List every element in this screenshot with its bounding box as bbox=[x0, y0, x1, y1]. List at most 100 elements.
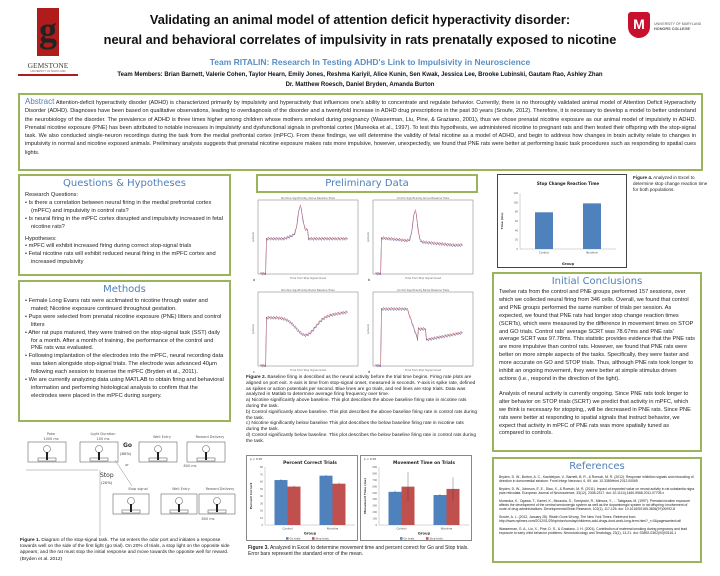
figure1-caption: Figure 1. Diagram of the stop-signal tas… bbox=[20, 538, 232, 563]
umd-honors-logo: M UNIVERSITY OF MARYLAND HONORS COLLEGE bbox=[628, 12, 718, 40]
reference-item: Muneoka, K., Ogawa, T., Kamei, K., Murao… bbox=[499, 498, 690, 512]
odor-port-icon bbox=[95, 445, 103, 453]
y-axis-title: Time (ms) bbox=[500, 212, 504, 230]
y-tick-label: 20 bbox=[515, 239, 519, 242]
label-stop: Stop bbox=[100, 472, 114, 479]
y-tick-label: 20 bbox=[260, 510, 264, 513]
poster-title-line2: neural and behavioral correlates of impu… bbox=[103, 32, 617, 47]
figure3-label: Figure 3. bbox=[248, 545, 269, 551]
figure2-text-b: b) Control significantly above baseline.… bbox=[246, 409, 478, 421]
firing-panel-a: Nicotine Significantly Above Baseline Tr… bbox=[251, 196, 359, 282]
label-stop-pct: (20%) bbox=[101, 480, 113, 485]
panel-letter: d bbox=[368, 370, 370, 373]
neural-firing-plots: Nicotine Significantly Above Baseline Tr… bbox=[251, 196, 474, 373]
plot-frame bbox=[372, 199, 474, 275]
research-question: Is there a correlation between neural fi… bbox=[25, 200, 224, 216]
stop-change-reaction-time-chart: Stop Change Reaction Time 0 20 40 60 80 100 120… bbox=[497, 174, 627, 268]
go-trials-line bbox=[260, 310, 348, 368]
chart-title: Movement Time on Trials bbox=[393, 460, 455, 466]
umd-logo-text: UNIVERSITY OF MARYLAND bbox=[654, 22, 702, 26]
panel-title: Control Significantly Above Baseline Tri… bbox=[397, 196, 450, 200]
go-trials-line bbox=[375, 212, 463, 276]
bar-control-go bbox=[388, 491, 402, 525]
legend-label: Go trials bbox=[290, 537, 302, 541]
reference-item: Bryden, D. W., Johnson, E. E., Diao, X.,… bbox=[499, 486, 695, 496]
percent-correct-chart: Percent Correct Trials p < 0.05 0 10 20 30 40 5… bbox=[246, 455, 358, 541]
task-chamber bbox=[160, 493, 198, 515]
y-tick-label: 40 bbox=[515, 229, 519, 232]
label-or: or bbox=[125, 463, 129, 467]
legend-swatch bbox=[286, 537, 289, 540]
bar-nicotine-go bbox=[319, 475, 333, 525]
figure2-caption: Figure 2. Baseline firing is described a… bbox=[246, 375, 478, 445]
umd-logo-sub: HONORS COLLEGE bbox=[654, 27, 691, 31]
x-tick-label: Nicotine bbox=[586, 251, 598, 255]
figure4-text: Analyzed in Excel to determine stop chan… bbox=[633, 175, 708, 193]
y-tick-label: 30 bbox=[260, 502, 264, 505]
methods-item: Female Long Evans rats were acclimated t… bbox=[25, 298, 224, 314]
stop-trials-line bbox=[375, 208, 463, 275]
conclusions-paragraph-1: Twelve rats from the control and PNE gro… bbox=[499, 289, 695, 382]
y-axis-label: spikes/s bbox=[366, 231, 370, 242]
y-tick-label: 100 bbox=[513, 201, 518, 204]
legend-label: Stop trials bbox=[316, 537, 330, 541]
y-tick-label: 800 bbox=[372, 472, 377, 475]
methods-item: We are currently analyzing data using MA… bbox=[25, 377, 224, 401]
hypothesis: Fetal nicotine rats will exhibit reduced… bbox=[25, 251, 224, 267]
label-go: Go bbox=[123, 442, 132, 449]
y-axis-title: Movement Time (ms) bbox=[363, 478, 367, 514]
y-tick-label: 400 bbox=[372, 498, 377, 501]
figure4-caption: Figure 4. Analyzed in Excel to determine… bbox=[633, 175, 711, 194]
gemstone-logo: g GEMSTONE UNIVERSITY OF MARYLAND bbox=[18, 8, 78, 76]
x-axis-title: Group bbox=[418, 532, 431, 536]
research-questions-label: Research Questions: bbox=[25, 192, 79, 198]
plot-frame bbox=[257, 199, 359, 275]
y-tick-label: 50 bbox=[260, 488, 264, 491]
stop-signal-task-diagram: Poke 1000 ms Light Duration 100 ms Well … bbox=[26, 432, 236, 536]
abstract-text: Attention-deficit hyperactivity disoder … bbox=[25, 100, 696, 156]
label-reward: Reward Delivery bbox=[196, 435, 225, 439]
x-tick-label: Control bbox=[539, 251, 549, 255]
x-tick-label: Control bbox=[282, 527, 292, 531]
y-tick-label: 300 bbox=[372, 505, 377, 508]
x-axis-label: Time from Stop Signal Onset bbox=[405, 368, 441, 372]
questions-heading: Questions & Hypotheses bbox=[63, 178, 186, 189]
significance-note: p < 0.05 bbox=[364, 457, 376, 461]
y-axis-label: spikes/s bbox=[251, 323, 255, 334]
legend-label: Stop trials bbox=[430, 537, 444, 541]
bar-nicotine-stop bbox=[446, 488, 460, 525]
conclusions-section: Initial Conclusions Twelve rats from the… bbox=[492, 272, 702, 452]
y-tick-label: 40 bbox=[260, 495, 264, 498]
odor-port-icon bbox=[154, 445, 162, 453]
x-axis-title: Group bbox=[562, 262, 575, 266]
legend-label: Go trials bbox=[404, 537, 416, 541]
firing-panel-b: Control Significantly Above Baseline Tri… bbox=[366, 196, 474, 282]
x-tick-label: Nicotine bbox=[441, 527, 453, 531]
task-chamber bbox=[112, 493, 150, 515]
y-tick-label: 500 bbox=[372, 492, 377, 495]
y-tick-label: 120 bbox=[513, 192, 518, 195]
label-light: Light Duration bbox=[90, 432, 115, 436]
figure1-caption-text: Diagram of the stop-signal task. The rat… bbox=[20, 538, 230, 562]
bar-control-go bbox=[274, 480, 288, 525]
figure2-text-d: d) Control significantly below baseline.… bbox=[246, 432, 477, 444]
go-trials-line bbox=[260, 207, 348, 276]
figure3-caption: Figure 3. Analyzed in Excel to determine… bbox=[248, 545, 473, 558]
y-axis-label: spikes/s bbox=[366, 323, 370, 334]
plot-frame bbox=[257, 291, 359, 367]
figure2-label: Figure 2. bbox=[246, 375, 266, 380]
task-chamber bbox=[27, 441, 67, 463]
label-go-pct: (80%) bbox=[120, 451, 132, 456]
y-tick-label: 0 bbox=[375, 524, 377, 527]
poster-title-line1: Validating an animal model of attention … bbox=[149, 12, 571, 27]
reference-item: Bryden, D. W., Burton, A. C., Kashtelyan… bbox=[499, 475, 694, 484]
bar-nicotine-stop bbox=[332, 483, 346, 525]
label-800ms-2: 800 ms bbox=[201, 517, 214, 521]
y-tick-label: 10 bbox=[260, 517, 264, 520]
label-poke: Poke bbox=[47, 432, 55, 436]
y-tick-label: 80 bbox=[515, 211, 519, 214]
movement-time-chart: Movement Time on Trials p < 0.05 0 100 200 30… bbox=[360, 455, 472, 541]
task-chamber bbox=[186, 441, 226, 463]
hypotheses-label: Hypotheses: bbox=[25, 235, 57, 242]
y-tick-label: 0 bbox=[261, 524, 263, 527]
